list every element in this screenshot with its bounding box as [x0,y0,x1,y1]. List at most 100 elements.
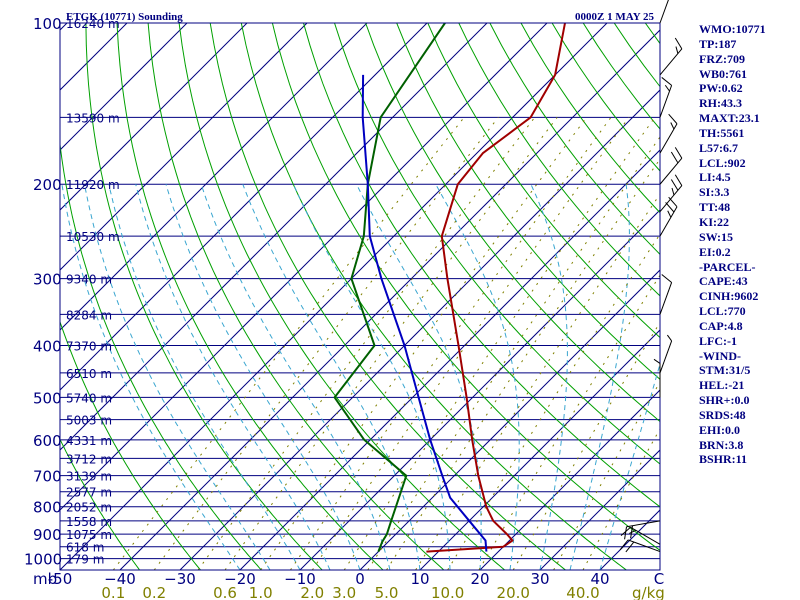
height-label: 4331 m [66,434,112,448]
parameter-item: HEL:-21 [699,378,745,393]
mixing-ratio-line [197,116,536,570]
temperature-tick-label: 20 [470,570,489,588]
wind-barb-flag [670,151,679,164]
pressure-label: 500 [33,389,62,407]
temperature-tick-label: -50 [48,570,73,588]
moist-adiabat-line [435,183,520,570]
isotherm-line [60,23,308,271]
parameter-item: CAPE:43 [699,274,748,289]
pressure-label: 900 [33,526,62,544]
parameter-item: BSHR:11 [699,452,748,467]
mixing-ratio-tick-label: 1.0 [249,584,273,600]
wind-barb [624,520,661,540]
isotherm-line [60,23,608,570]
wind-barb [659,77,673,118]
mixing-ratio-line [260,117,588,570]
dry-adiabat-line [209,23,566,570]
parameter-item: BRN:3.8 [699,437,744,452]
wind-barb-flag [668,196,678,208]
wind-barb [659,334,673,374]
parameter-item: WMO:10771 [699,22,766,36]
isotherm-line [60,23,68,31]
pressure-label: 200 [33,176,62,194]
mixing-ratio-tick-label: 0.1 [101,584,125,600]
mixing-ratio-line [289,117,612,570]
height-label: 9340 m [66,273,112,287]
height-label: 13590 m [66,111,120,125]
moist-adiabat-line [292,183,451,570]
wind-barb-flag [670,179,679,191]
wind-barb-flag [629,529,637,534]
mixing-ratio-tick-label: 3.0 [332,584,356,600]
wind-barb [659,174,683,212]
height-label: 1075 m [66,528,112,542]
parameter-item: RH:43.3 [699,96,742,111]
series-layer [333,23,566,553]
temperature-tick-label: −20 [224,570,256,588]
parameter-item: KI:22 [699,214,729,229]
mixing-ratio-line [386,158,660,570]
height-label: 2577 m [66,486,112,500]
dry-adiabat-line [85,23,323,570]
dry-adiabat-line [147,23,445,570]
wind-barb [659,274,673,315]
parameter-item: SRDS:48 [699,407,746,422]
wind-barb-staff [659,206,678,237]
wind-barb-flag [675,46,679,54]
wind-barb-flag [674,174,683,186]
parameter-item: LCL:770 [699,304,746,319]
dry-adiabat-line [458,23,660,297]
height-label: 1558 m [66,515,112,529]
wind-barb-flag [661,274,672,283]
mixing-ratio-line [582,427,660,570]
wind-barb-staff [626,520,661,528]
wind-barb-flag [668,113,678,125]
parameter-item: CINH:9602 [699,289,759,304]
parameter-list: WMO:10771 TP:187 FRZ:709 WB0:761 PW:0.62 RH:4… [699,22,766,467]
mixing-ratio-line [415,193,660,570]
dry-adiabat-line [427,23,660,339]
temperature-tick-label: 30 [530,570,549,588]
isotherm-line [60,23,368,331]
temperature-unit-label: C [654,570,664,588]
dry-adiabat-line [770,23,800,570]
mixing-ratio-tick-label: 40.0 [566,584,599,600]
temperature-tick-label: −30 [164,570,196,588]
wind-barb-staff [659,48,683,76]
dry-adiabat-line [60,140,262,570]
parameter-item: SW:15 [699,229,734,244]
temperature-profile-line [426,23,566,553]
wind-barb-flag [619,539,629,551]
parameter-item: -WIND- [699,348,741,363]
parameter-item: TT:48 [699,200,731,215]
mixing-ratio-line [478,274,660,570]
moist-adiabat-line [61,184,241,570]
wind-barb [659,196,678,237]
isotherm-line [479,389,660,570]
pressure-label: 300 [33,271,62,289]
wind-barb-flag [630,525,634,539]
isotherm-line [60,23,188,151]
moist-adiabat-line [599,362,660,570]
dry-adiabat-line [365,23,660,423]
height-label: 8284 m [66,308,112,322]
dry-adiabat-line [271,23,660,552]
parameter-item: MAXT:23.1 [699,111,760,126]
parameter-item: TH:5561 [699,125,745,140]
wind-barb-staff [659,123,678,154]
height-label: 5740 m [66,391,112,405]
dry-adiabat-line [116,23,384,570]
isotherm-line [239,149,660,570]
isotherm-line [60,23,428,391]
height-label: 2052 m [66,501,112,515]
dry-adiabat-line [178,23,506,570]
height-label: 179 m [66,553,104,567]
temperature-tick-label: 0 [355,570,365,588]
dry-adiabat-line [60,320,201,570]
pressure-label: 700 [33,468,62,486]
height-label: 618 m [66,541,104,555]
pressure-unit-label: mb [33,570,57,588]
wind-barb-staff [630,526,661,545]
